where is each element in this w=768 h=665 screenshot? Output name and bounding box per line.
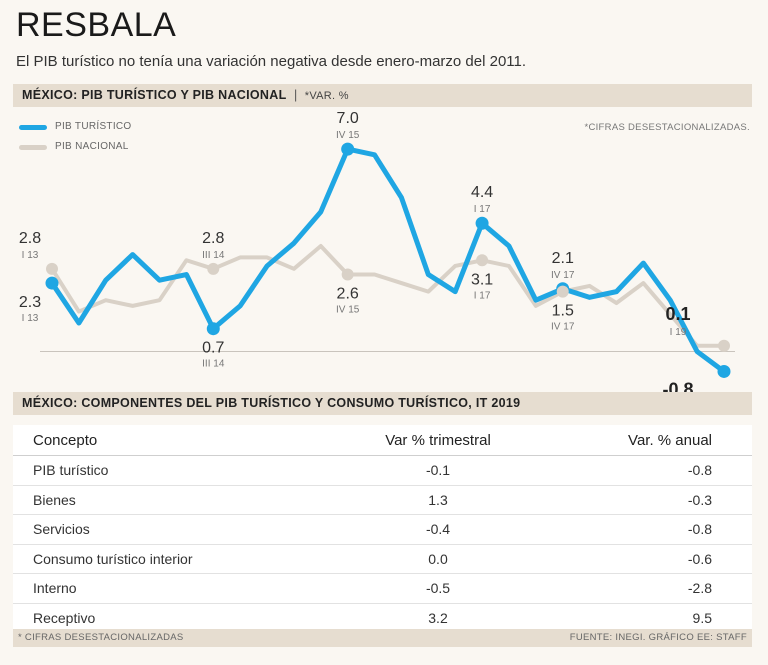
point-tourism <box>717 364 731 378</box>
series-line-tourism <box>49 146 727 374</box>
table-row: Bienes 1.3 -0.3 <box>13 485 752 515</box>
cell-quarterly: 1.3 <box>363 485 513 515</box>
cell-annual: 9.5 <box>513 603 752 633</box>
period-label: I 19 <box>670 327 687 338</box>
table-row: PIB turístico -0.1 -0.8 <box>13 455 752 486</box>
cell-concept: Bienes <box>13 485 363 515</box>
footer: * CIFRAS DESESTACIONALIZADAS FUENTE: INE… <box>13 629 752 647</box>
table-header-row: Concepto Var % trimestral Var. % anual <box>13 425 752 456</box>
footer-source: FUENTE: INEGI. GRÁFICO EE: STAFF <box>569 632 747 643</box>
components-table: Concepto Var % trimestral Var. % anual P… <box>13 425 752 633</box>
subtitle: El PIB turístico no tenía una variación … <box>16 53 527 70</box>
point-national <box>341 268 354 281</box>
table-row: Receptivo 3.2 9.5 <box>13 603 752 633</box>
cell-annual: -2.8 <box>513 573 752 604</box>
series-line-national <box>50 244 726 348</box>
period-label: IV 17 <box>551 322 575 333</box>
data-label: 2.3 <box>19 294 41 311</box>
data-label: 3.1 <box>471 271 493 288</box>
line-chart: 2.3 I 13 2.8 I 13 2.8 III 14 0.7 III 14 7.0 IV 15… <box>19 112 735 392</box>
data-label: 0.7 <box>202 340 224 357</box>
legend-swatch-national <box>19 145 47 150</box>
period-label: IV 15 <box>336 305 360 316</box>
chart-section-title: MÉXICO: PIB TURÍSTICO Y PIB NACIONAL <box>22 88 287 102</box>
period-label: III 14 <box>202 359 225 370</box>
point-national <box>46 262 58 275</box>
cell-annual: -0.8 <box>513 455 752 486</box>
data-label: 1.5 <box>552 303 574 320</box>
chart-section-header: MÉXICO: PIB TURÍSTICO Y PIB NACIONAL | *… <box>13 84 752 107</box>
data-label: 2.6 <box>337 286 359 303</box>
table-row: Consumo turístico interior 0.0 -0.6 <box>13 544 752 574</box>
legend-label-national: PIB NACIONAL <box>55 141 129 152</box>
point-tourism <box>45 276 59 290</box>
cell-annual: -0.6 <box>513 544 752 574</box>
headline: RESBALA <box>16 6 177 44</box>
data-label: 2.1 <box>552 250 574 267</box>
table-row: Servicios -0.4 -0.8 <box>13 514 752 545</box>
point-tourism <box>206 322 220 336</box>
point-tourism <box>475 216 489 230</box>
chart-unit-label: *VAR. % <box>304 90 349 102</box>
data-label: 7.0 <box>337 112 359 127</box>
data-label: 2.8 <box>202 230 224 247</box>
column-header-concepto: Concepto <box>13 425 363 456</box>
data-label: -0.8 <box>662 379 693 392</box>
cell-quarterly: 0.0 <box>363 544 513 574</box>
footer-note: * CIFRAS DESESTACIONALIZADAS <box>18 632 184 643</box>
period-label: I 13 <box>22 250 39 261</box>
point-national <box>718 339 730 352</box>
table-row: Interno -0.5 -2.8 <box>13 573 752 604</box>
point-national <box>556 285 569 298</box>
legend-label-tourism: PIB TURÍSTICO <box>55 121 132 132</box>
legend-swatch-tourism <box>19 125 47 130</box>
cell-concept: Interno <box>13 573 363 604</box>
header-separator: | <box>294 88 298 102</box>
cell-concept: Servicios <box>13 514 363 545</box>
cell-concept: Consumo turístico interior <box>13 544 363 574</box>
cell-annual: -0.3 <box>513 485 752 515</box>
period-label: I 17 <box>474 204 491 215</box>
column-header-quarterly: Var % trimestral <box>363 425 513 456</box>
point-national <box>207 262 220 275</box>
cell-quarterly: -0.5 <box>363 573 513 604</box>
data-label: 2.8 <box>19 230 41 247</box>
period-label: I 17 <box>474 290 491 301</box>
chart-note: *CIFRAS DESESTACIONALIZADAS. <box>584 122 750 133</box>
period-label: IV 17 <box>551 270 575 281</box>
data-label: 0.1 <box>665 304 690 324</box>
table-section-header: MÉXICO: COMPONENTES DEL PIB TURÍSTICO Y … <box>13 392 752 415</box>
cell-quarterly: 3.2 <box>363 603 513 633</box>
cell-concept: PIB turístico <box>13 455 363 486</box>
point-national <box>476 254 489 267</box>
data-label: 4.4 <box>471 184 493 201</box>
column-header-annual: Var. % anual <box>513 425 752 456</box>
point-tourism <box>341 142 355 156</box>
period-label: I 13 <box>22 313 39 324</box>
cell-quarterly: -0.1 <box>363 455 513 486</box>
period-label: III 14 <box>202 250 225 261</box>
cell-annual: -0.8 <box>513 514 752 545</box>
cell-quarterly: -0.4 <box>363 514 513 545</box>
table-section-title: MÉXICO: COMPONENTES DEL PIB TURÍSTICO Y … <box>22 396 521 410</box>
period-label: IV 15 <box>336 130 360 141</box>
